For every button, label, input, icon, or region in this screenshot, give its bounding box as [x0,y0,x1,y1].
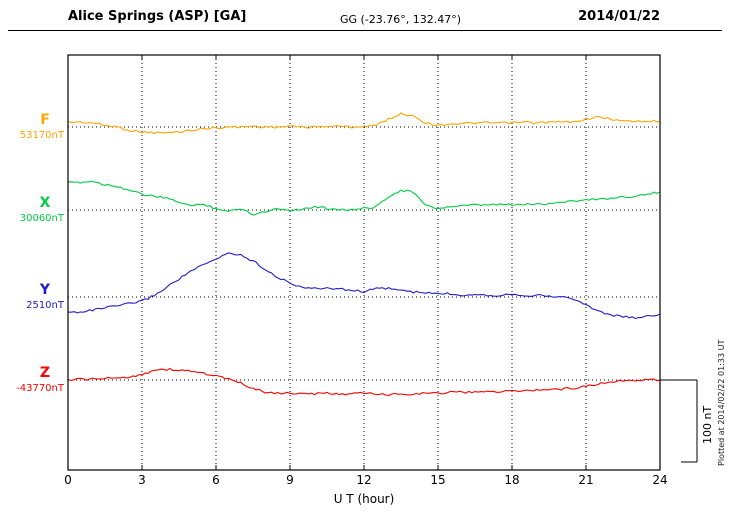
plot-frame [67,54,661,471]
x-tick-label-18: 18 [504,473,519,487]
trace-letter-Y: Y [39,282,51,298]
x-tick-label-6: 6 [212,473,220,487]
station-title: Alice Springs (ASP) [GA] [68,9,247,24]
x-tick-label-9: 9 [286,473,294,487]
trace-X [67,180,661,216]
scale-bar-label: 100 nT [701,405,714,444]
trace-Z [67,367,661,397]
trace-baseline-value-F: 53170nT [19,130,64,141]
trace-letter-F: F [40,112,50,128]
plot-date: 2014/01/22 [578,9,660,24]
x-tick-label-3: 3 [138,473,146,487]
header-divider [8,30,722,31]
trace-baseline-value-Z: -43770nT [16,383,64,394]
geographic-coords: GG (-23.76°, 132.47°) [340,13,462,26]
x-tick-label-21: 21 [578,473,593,487]
trace-Y [67,252,661,320]
trace-baseline-value-X: 30060nT [19,213,64,224]
x-tick-label-0: 0 [64,473,72,487]
x-tick-label-24: 24 [652,473,667,487]
plotted-at-note: Plotted at 2014/02/22 01:33 UT [717,339,726,466]
trace-F [67,112,661,135]
trace-letter-X: X [39,195,51,211]
x-axis-title: U T (hour) [333,492,395,506]
x-tick-label-12: 12 [356,473,371,487]
trace-labels: F 53170nT X 30060nT Y 2510nT Z -43770nT [0,0,68,520]
trace-baseline-value-Y: 2510nT [26,300,64,311]
trace-letter-Z: Z [39,365,51,381]
x-tick-label-15: 15 [430,473,445,487]
